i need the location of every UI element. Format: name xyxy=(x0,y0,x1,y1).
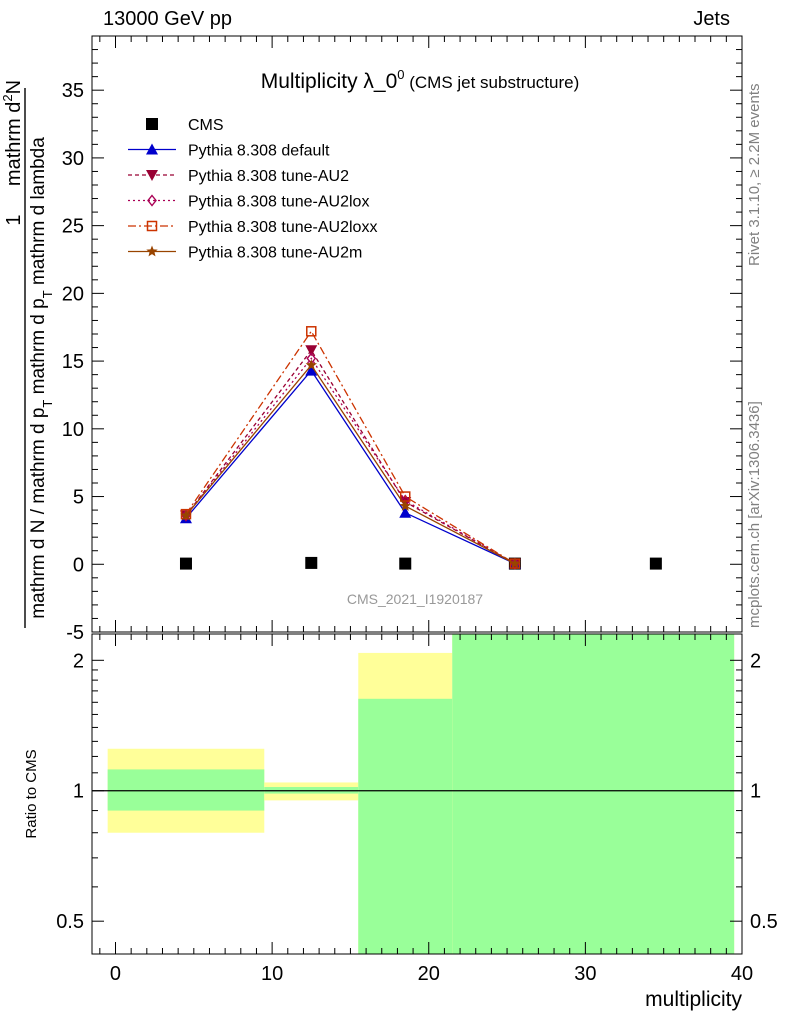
series-line xyxy=(185,369,516,565)
series-line xyxy=(185,330,516,565)
green-band xyxy=(107,769,265,811)
ratio-y-tick-label-right: 1 xyxy=(750,781,761,803)
x-tick-label: 0 xyxy=(110,963,121,985)
data-point xyxy=(399,557,412,570)
ratio-y-tick-label-right: 2 xyxy=(750,650,761,672)
watermark: CMS_2021_I1920187 xyxy=(347,591,483,607)
y-axis-label-numerator: mathrm d2N xyxy=(0,80,25,186)
green-band xyxy=(358,698,453,954)
data-point xyxy=(305,364,318,376)
series-pythia-8-308-tune-au2lox xyxy=(181,352,520,570)
data-point xyxy=(649,557,662,570)
x-axis-label: multiplicity xyxy=(645,988,742,1011)
y-tick-label: 35 xyxy=(62,80,84,102)
x-tick-label: 30 xyxy=(574,963,596,985)
header-left: 13000 GeV pp xyxy=(103,8,232,30)
y-tick-label: 0 xyxy=(73,554,84,576)
legend-marker xyxy=(146,118,158,130)
ratio-y-tick-label: 1 xyxy=(73,781,84,803)
ratio-y-tick-label: 0.5 xyxy=(56,911,84,933)
legend-marker xyxy=(146,245,158,257)
legend-label: Pythia 8.308 tune-AU2 xyxy=(188,168,349,185)
x-tick-label: 40 xyxy=(731,963,753,985)
ratio-bands xyxy=(107,634,735,954)
ratio-y-tick-label: 2 xyxy=(73,650,84,672)
series-group xyxy=(179,326,662,570)
y-axis-label-prefix: 1 xyxy=(3,214,25,225)
data-point xyxy=(305,345,318,357)
y-tick-label: 5 xyxy=(73,487,84,509)
data-point xyxy=(399,506,412,518)
series-pythia-8-308-tune-au2loxx xyxy=(180,326,521,569)
y-tick-label: 20 xyxy=(62,283,84,305)
y-tick-label: 30 xyxy=(62,148,84,170)
x-tick-label: 20 xyxy=(418,963,440,985)
legend-marker xyxy=(146,143,158,155)
legend-marker xyxy=(147,194,157,207)
data-point xyxy=(180,509,192,521)
y-axis-label-upper: mathrm d N / mathrm d pT mathrm d pT mat… xyxy=(28,137,55,619)
legend-label: Pythia 8.308 tune-AU2loxx xyxy=(188,219,377,236)
header-right: Jets xyxy=(693,8,730,30)
data-point xyxy=(179,557,192,570)
y-tick-label: 25 xyxy=(62,216,84,238)
ratio-y-tick-label-right: 0.5 xyxy=(750,911,778,933)
legend-marker xyxy=(146,170,158,181)
ratio-frame xyxy=(91,633,743,955)
y-tick-label: 10 xyxy=(62,419,84,441)
data-point xyxy=(509,557,521,569)
legend: CMS Pythia 8.308 default Pythia 8.308 tune… xyxy=(128,117,377,262)
series-line xyxy=(185,357,516,565)
ratio-y-axis-label: Ratio to CMS xyxy=(23,749,40,838)
data-point xyxy=(306,326,317,337)
green-band xyxy=(452,634,735,954)
series-pythia-8-308-tune-au2m xyxy=(180,359,521,569)
data-point xyxy=(305,556,318,569)
x-tick-label: 10 xyxy=(261,963,283,985)
legend-label: Pythia 8.308 default xyxy=(188,143,330,160)
y-tick-label: -5 xyxy=(66,622,84,644)
data-point xyxy=(305,359,317,370)
y-tick-label: 15 xyxy=(62,351,84,373)
legend-label: Pythia 8.308 tune-AU2lox xyxy=(188,194,369,211)
data-point xyxy=(399,500,411,511)
legend-marker xyxy=(146,220,158,232)
series-cms xyxy=(179,556,662,570)
series-line xyxy=(185,364,516,565)
chart-title: Multiplicity λ_00 (CMS jet substructure) xyxy=(261,67,580,93)
legend-label: CMS xyxy=(188,117,224,134)
legend-label: Pythia 8.308 tune-AU2m xyxy=(188,245,362,262)
